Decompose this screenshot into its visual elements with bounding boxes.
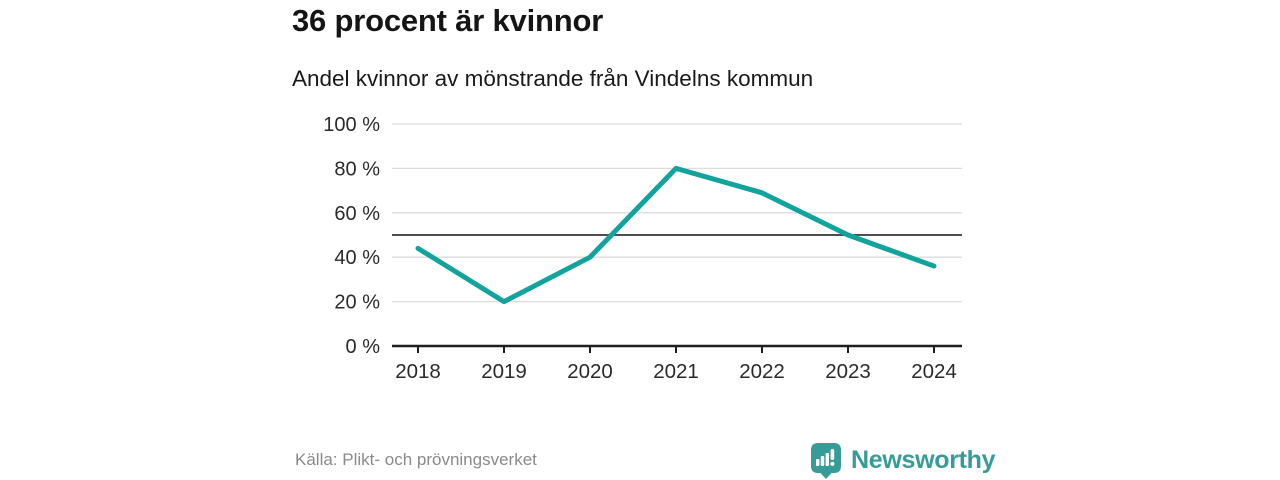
chart-subtitle: Andel kvinnor av mönstrande från Vindeln…: [292, 66, 814, 91]
x-tick-label: 2020: [567, 360, 613, 383]
data-series-line: [415, 165, 937, 305]
y-tick-label: 20 %: [334, 292, 380, 314]
source-note: Källa: Plikt- och prövningsverket: [295, 450, 537, 469]
x-tick-label: 2018: [395, 360, 441, 383]
y-tick-label: 0 %: [346, 336, 381, 358]
y-tick-label: 40 %: [334, 247, 380, 269]
x-tick-label: 2024: [911, 360, 957, 383]
y-tick-label: 100 %: [323, 114, 380, 136]
x-tick-label: 2023: [825, 360, 871, 383]
y-tick-label: 80 %: [334, 158, 380, 180]
newsworthy-logo: Newsworthy: [809, 442, 996, 479]
line-chart: 0 % 20 % 40 % 60 % 80 % 100 % 2018 2019 2020 2021…: [323, 114, 962, 383]
newsworthy-badge-icon: [811, 443, 841, 479]
chart-title: 36 procent är kvinnor: [292, 3, 604, 38]
x-tick-label: 2021: [653, 360, 699, 383]
y-tick-label: 60 %: [334, 203, 380, 225]
x-tick-label: 2022: [739, 360, 785, 383]
brand-name: Newsworthy: [851, 446, 996, 474]
x-tick-label: 2019: [481, 360, 527, 383]
